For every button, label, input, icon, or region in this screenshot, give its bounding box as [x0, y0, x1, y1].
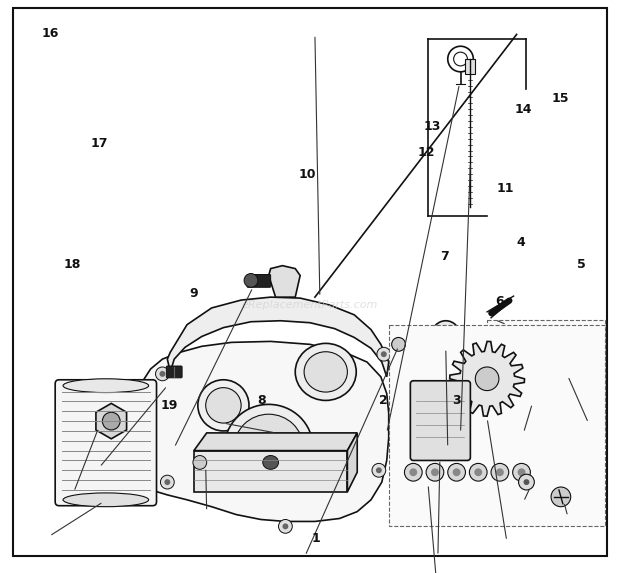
Circle shape: [551, 487, 571, 507]
Circle shape: [278, 520, 292, 533]
Ellipse shape: [234, 414, 303, 481]
Circle shape: [102, 412, 120, 430]
Ellipse shape: [295, 343, 356, 401]
Circle shape: [392, 337, 405, 351]
FancyBboxPatch shape: [166, 366, 182, 378]
Circle shape: [431, 468, 439, 476]
FancyBboxPatch shape: [247, 274, 271, 287]
Polygon shape: [194, 433, 357, 450]
Circle shape: [392, 378, 404, 390]
Text: 17: 17: [91, 138, 108, 150]
Circle shape: [469, 464, 487, 481]
Text: 6: 6: [495, 295, 503, 308]
Text: 8: 8: [257, 394, 265, 407]
Text: 15: 15: [551, 92, 569, 105]
Text: 18: 18: [63, 258, 81, 272]
Circle shape: [409, 468, 417, 476]
Bar: [389, 325, 605, 527]
Circle shape: [518, 379, 547, 409]
Circle shape: [161, 475, 174, 489]
FancyBboxPatch shape: [55, 380, 156, 506]
Circle shape: [404, 464, 422, 481]
Text: 11: 11: [497, 182, 514, 195]
Polygon shape: [347, 433, 357, 492]
Polygon shape: [487, 348, 578, 439]
Circle shape: [453, 468, 461, 476]
Text: 13: 13: [423, 120, 441, 134]
Circle shape: [244, 273, 258, 287]
Circle shape: [164, 479, 171, 485]
Text: 1: 1: [312, 532, 321, 545]
Text: 12: 12: [417, 146, 435, 159]
Ellipse shape: [206, 388, 241, 423]
Circle shape: [474, 468, 482, 476]
Ellipse shape: [263, 456, 278, 469]
Ellipse shape: [224, 405, 313, 491]
Circle shape: [518, 468, 526, 476]
Circle shape: [156, 367, 169, 381]
Polygon shape: [450, 342, 525, 416]
Text: 10: 10: [298, 168, 316, 181]
Ellipse shape: [63, 493, 149, 507]
Circle shape: [491, 464, 509, 481]
Circle shape: [283, 523, 288, 529]
Ellipse shape: [63, 379, 149, 393]
Text: eReplacementParts.com: eReplacementParts.com: [242, 300, 378, 310]
Polygon shape: [194, 450, 347, 492]
Bar: [466, 59, 476, 74]
Circle shape: [438, 327, 454, 343]
Text: 16: 16: [42, 28, 60, 40]
FancyArrowPatch shape: [491, 301, 510, 313]
Circle shape: [518, 474, 534, 490]
Bar: [487, 320, 605, 433]
Text: 3: 3: [452, 394, 461, 407]
FancyBboxPatch shape: [559, 362, 592, 380]
Polygon shape: [167, 297, 389, 377]
Text: 19: 19: [161, 399, 179, 413]
Ellipse shape: [304, 352, 347, 392]
Text: 2: 2: [379, 394, 388, 407]
Circle shape: [496, 468, 504, 476]
Circle shape: [377, 347, 391, 361]
Circle shape: [476, 367, 499, 391]
Ellipse shape: [198, 380, 249, 431]
Polygon shape: [268, 266, 300, 297]
Text: 9: 9: [190, 286, 198, 300]
Circle shape: [523, 479, 529, 485]
Text: 14: 14: [515, 104, 532, 116]
Circle shape: [372, 464, 386, 477]
Text: 7: 7: [440, 250, 449, 263]
Circle shape: [513, 464, 530, 481]
Text: 5: 5: [577, 258, 586, 272]
Circle shape: [381, 351, 387, 357]
Circle shape: [376, 468, 382, 473]
FancyBboxPatch shape: [410, 381, 471, 461]
Polygon shape: [131, 342, 389, 521]
Circle shape: [448, 464, 466, 481]
Polygon shape: [96, 403, 126, 439]
Circle shape: [426, 464, 444, 481]
Circle shape: [193, 456, 206, 469]
Circle shape: [159, 371, 166, 377]
Circle shape: [432, 321, 459, 348]
Text: 4: 4: [516, 236, 525, 249]
